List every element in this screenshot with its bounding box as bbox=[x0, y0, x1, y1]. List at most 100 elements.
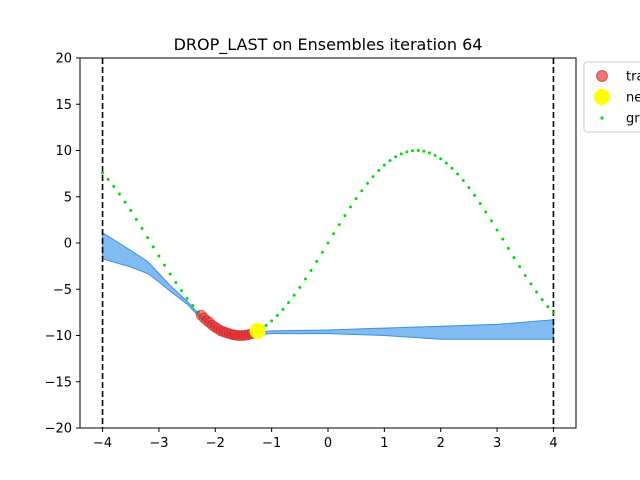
ground-truth-point bbox=[388, 159, 392, 163]
y-tick-label: 20 bbox=[55, 52, 72, 67]
new-point bbox=[249, 322, 266, 339]
y-tick-label: −20 bbox=[45, 422, 72, 437]
ground-truth-point bbox=[371, 175, 375, 179]
ground-truth-point bbox=[540, 298, 544, 302]
ground-truth-point bbox=[377, 169, 381, 173]
ground-truth-point bbox=[349, 205, 353, 209]
ground-truth-point bbox=[151, 245, 155, 249]
ground-truth-point bbox=[512, 256, 516, 260]
ground-truth-point bbox=[146, 236, 150, 240]
y-tick-label: 15 bbox=[55, 98, 72, 113]
legend-marker-gr bbox=[600, 116, 604, 120]
ground-truth-point bbox=[270, 319, 274, 323]
ground-truth-point bbox=[427, 151, 431, 155]
ground-truth-point bbox=[489, 219, 493, 223]
ground-truth-point bbox=[411, 149, 415, 153]
legend-label-tra: tra bbox=[626, 70, 640, 85]
ground-truth-point bbox=[439, 157, 443, 161]
ground-truth-point bbox=[394, 155, 398, 159]
ground-truth-point bbox=[506, 246, 510, 250]
x-tick-label: −3 bbox=[149, 436, 168, 451]
legend-label-ne: ne bbox=[626, 91, 640, 106]
x-tick-label: 1 bbox=[380, 436, 388, 451]
ground-truth-point bbox=[535, 290, 539, 294]
legend-marker-ne bbox=[594, 89, 610, 105]
ground-truth-point bbox=[309, 268, 313, 272]
y-tick-label: −5 bbox=[53, 283, 72, 298]
ground-truth-point bbox=[326, 241, 330, 245]
x-tick-label: −1 bbox=[262, 436, 281, 451]
chart-title: DROP_LAST on Ensembles iteration 64 bbox=[174, 35, 483, 55]
ground-truth-point bbox=[179, 289, 183, 293]
ground-truth-point bbox=[264, 323, 268, 327]
ground-truth-point bbox=[134, 217, 138, 221]
ground-truth-point bbox=[168, 272, 172, 276]
ground-truth-point bbox=[501, 237, 505, 241]
plot-area bbox=[101, 58, 555, 428]
legend-label-gr: gr bbox=[626, 112, 640, 127]
ground-truth-point bbox=[303, 277, 307, 281]
ground-truth-point bbox=[287, 301, 291, 305]
ground-truth-point bbox=[529, 282, 533, 286]
ground-truth-point bbox=[523, 273, 527, 277]
x-tick-label: 2 bbox=[437, 436, 445, 451]
legend: tra ne gr bbox=[583, 61, 640, 133]
ground-truth-point bbox=[275, 313, 279, 317]
ground-truth-point bbox=[157, 254, 161, 258]
ground-truth-point bbox=[320, 250, 324, 254]
y-tick-label: 0 bbox=[64, 237, 72, 252]
ground-truth-point bbox=[467, 186, 471, 190]
ground-truth-point bbox=[163, 263, 167, 267]
plot-clip-group bbox=[101, 58, 555, 428]
ground-truth-point bbox=[456, 172, 460, 176]
ground-truth-point bbox=[473, 193, 477, 197]
x-tick-label: −2 bbox=[206, 436, 225, 451]
ground-truth-point bbox=[191, 303, 195, 307]
ground-truth-point bbox=[551, 311, 555, 315]
y-tick-label: 10 bbox=[55, 144, 72, 159]
y-tick-label: −15 bbox=[45, 375, 72, 390]
ground-truth-point bbox=[484, 210, 488, 214]
ground-truth-point bbox=[185, 296, 189, 300]
ground-truth-point bbox=[112, 184, 116, 188]
ground-truth-point bbox=[422, 149, 426, 153]
ground-truth-point bbox=[444, 161, 448, 165]
ground-truth-point bbox=[123, 200, 127, 204]
ground-truth-point bbox=[399, 152, 403, 156]
ground-truth-point bbox=[140, 226, 144, 230]
ground-truth-point bbox=[281, 307, 285, 311]
ground-truth-point bbox=[343, 214, 347, 218]
ground-truth-point bbox=[332, 232, 336, 236]
ground-truth-point bbox=[292, 293, 296, 297]
x-tick-label: −4 bbox=[93, 436, 112, 451]
legend-marker-tra bbox=[596, 70, 608, 82]
x-tick-label: 3 bbox=[493, 436, 501, 451]
ground-truth-point bbox=[129, 209, 133, 213]
ground-truth-point bbox=[461, 179, 465, 183]
x-tick-label: 4 bbox=[549, 436, 557, 451]
ground-truth-point bbox=[365, 181, 369, 185]
ground-truth-point bbox=[416, 149, 420, 153]
ground-truth-point bbox=[298, 285, 302, 289]
ground-truth-point bbox=[354, 197, 358, 201]
ground-truth-point bbox=[117, 192, 121, 196]
y-tick-label: 5 bbox=[64, 190, 72, 205]
ground-truth-point bbox=[546, 305, 550, 309]
ground-truth-point bbox=[405, 150, 409, 154]
ground-truth-point bbox=[106, 177, 110, 181]
ground-truth-point bbox=[360, 189, 364, 193]
ground-truth-point bbox=[382, 163, 386, 167]
ground-truth-point bbox=[495, 228, 499, 232]
ground-truth-point bbox=[518, 265, 522, 269]
ground-truth-point bbox=[315, 259, 319, 263]
ground-truth-point bbox=[337, 223, 341, 227]
ground-truth-point bbox=[478, 201, 482, 205]
ground-truth-point bbox=[450, 166, 454, 170]
y-tick-label: −10 bbox=[45, 329, 72, 344]
ground-truth-point bbox=[174, 281, 178, 285]
x-tick-label: 0 bbox=[324, 436, 332, 451]
ground-truth-point bbox=[433, 153, 437, 157]
ground-truth-point bbox=[101, 171, 105, 175]
